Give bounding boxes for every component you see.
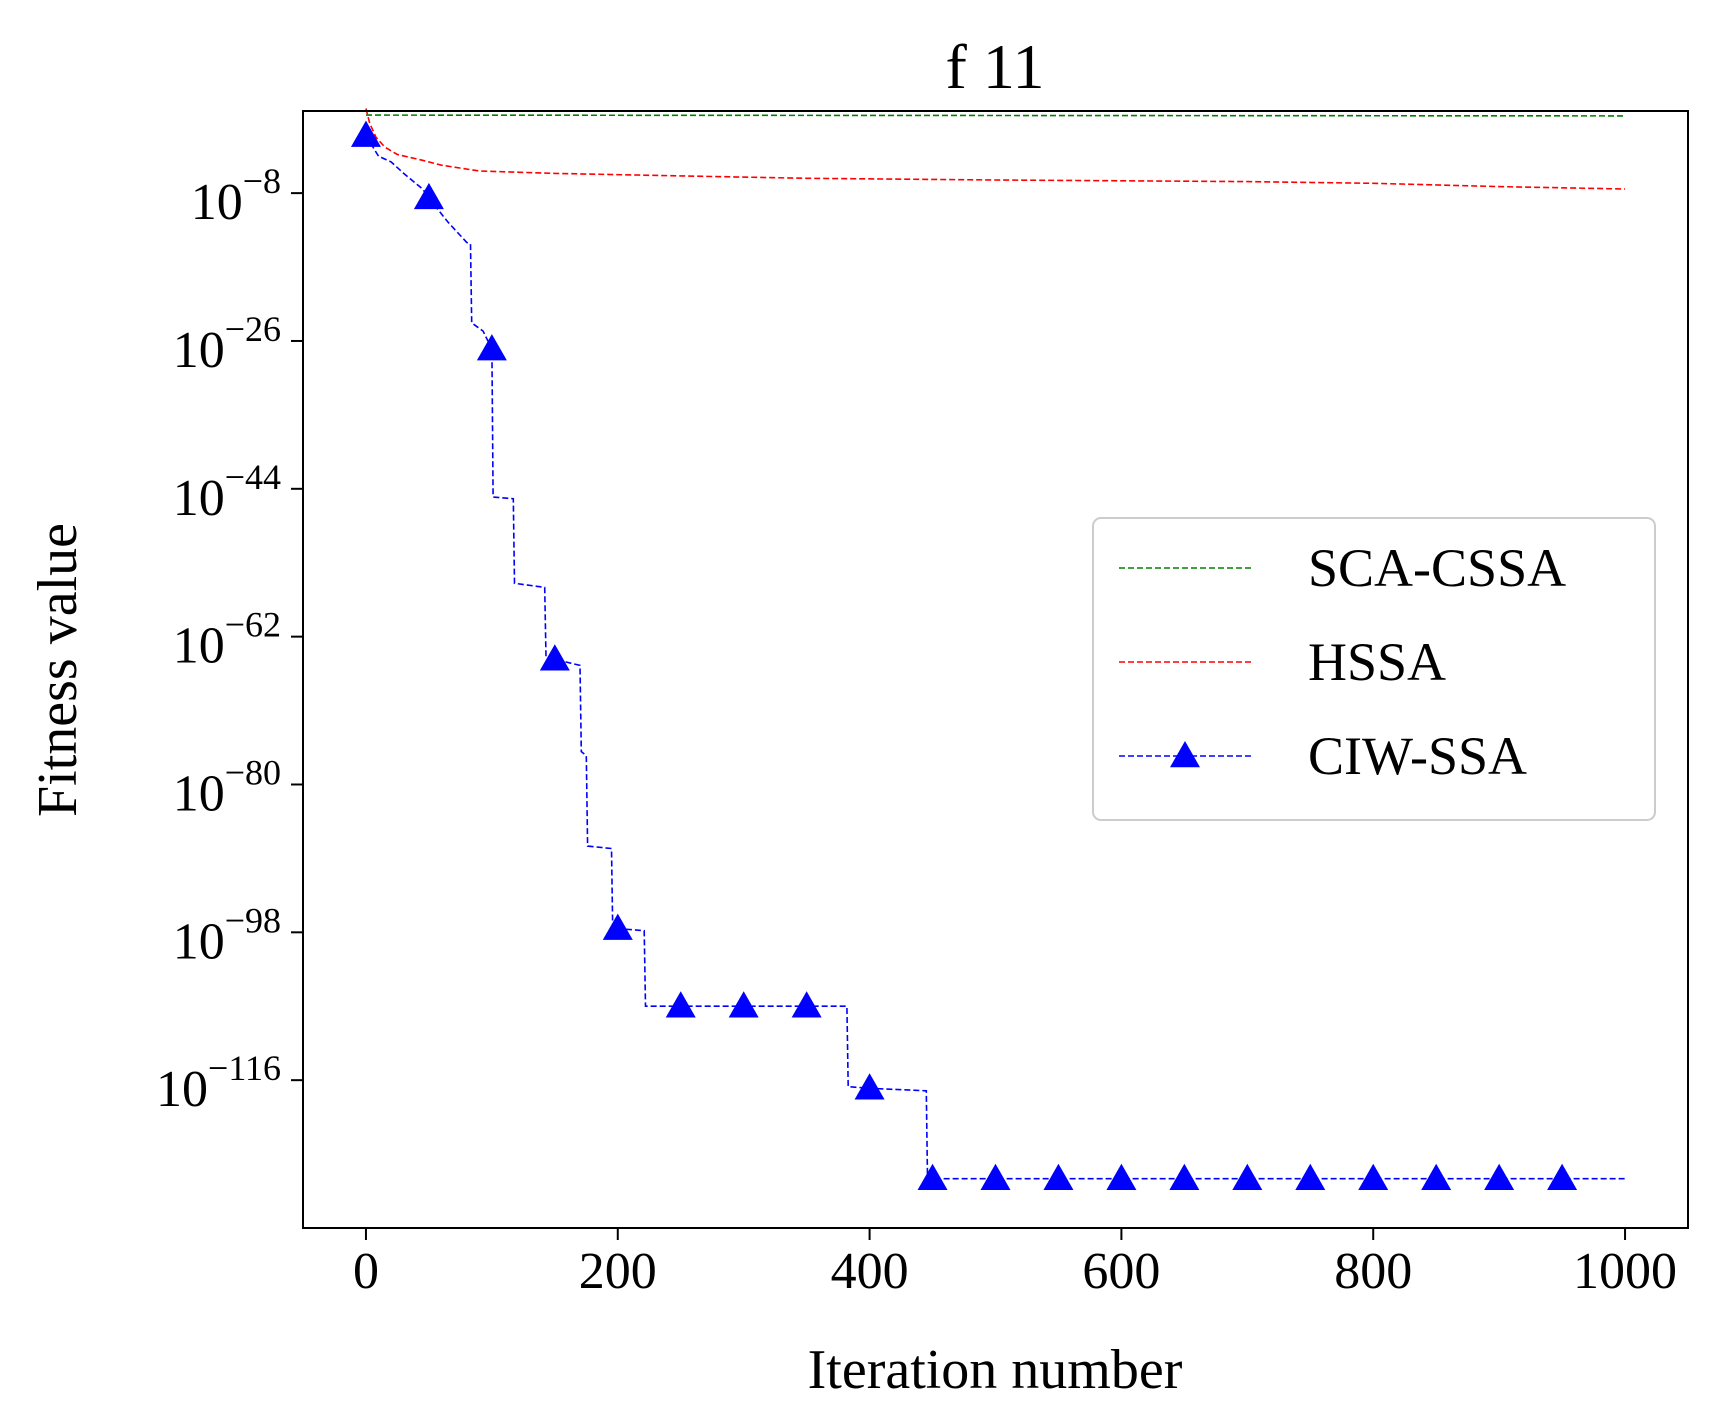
x-tick-label: 800 <box>1334 1243 1412 1300</box>
series-marker-ciw-ssa <box>791 991 822 1018</box>
y-tick-exponent: −26 <box>225 309 281 349</box>
legend-label-ciw-ssa: CIW-SSA <box>1308 726 1527 786</box>
y-tick-exponent: −62 <box>225 605 281 645</box>
x-tick-label: 200 <box>579 1243 657 1300</box>
series-marker-ciw-ssa <box>413 182 444 210</box>
y-tick-label: 10−44 <box>173 457 281 527</box>
series-line-hssa <box>365 108 1626 190</box>
legend-box <box>1092 517 1656 821</box>
plot-lines-layer <box>350 108 1626 1190</box>
y-tick-exponent: −98 <box>225 900 281 940</box>
y-tick-label: 10−26 <box>173 309 281 379</box>
series-marker-ciw-ssa <box>1232 1163 1263 1190</box>
series-marker-ciw-ssa <box>980 1163 1011 1190</box>
y-tick-base: 10 <box>156 1061 208 1118</box>
y-tick-base: 10 <box>173 322 225 379</box>
series-marker-ciw-ssa <box>1547 1163 1578 1190</box>
legend: SCA-CSSA HSSA CIW-SSA <box>1092 517 1656 821</box>
y-tick-exponent: −116 <box>208 1048 281 1088</box>
series-marker-ciw-ssa <box>854 1073 885 1100</box>
series-line-sca-cssa <box>365 114 1626 117</box>
y-tick-base: 10 <box>173 765 225 822</box>
y-tick-exponent: −44 <box>225 457 281 497</box>
series-marker-ciw-ssa <box>728 991 759 1018</box>
y-tick-base: 10 <box>173 470 225 527</box>
series-marker-ciw-ssa <box>1295 1163 1326 1190</box>
series-marker-ciw-ssa <box>917 1163 948 1190</box>
series-marker-ciw-ssa <box>1043 1163 1074 1190</box>
plot-area-frame <box>302 110 1689 1229</box>
legend-marker-ciw-ssa <box>1170 741 1200 768</box>
x-tick-label: 600 <box>1082 1243 1160 1300</box>
series-marker-ciw-ssa <box>1106 1163 1137 1190</box>
series-marker-ciw-ssa <box>1421 1163 1452 1190</box>
series-marker-ciw-ssa <box>1169 1163 1200 1190</box>
ticks-layer: 0 200 400 600 800 100010−810−2610−4410−6210−8… <box>156 161 1677 1300</box>
y-tick-base: 10 <box>173 618 225 675</box>
y-axis-label: Fitness value <box>27 523 89 817</box>
legend-label-sca-cssa: SCA-CSSA <box>1308 538 1566 598</box>
series-marker-ciw-ssa <box>476 334 507 361</box>
y-tick-exponent: −80 <box>225 752 281 792</box>
y-tick-label: 10−98 <box>173 900 281 970</box>
x-tick-label: 400 <box>831 1243 909 1300</box>
y-tick-label: 10−62 <box>173 605 281 675</box>
y-tick-base: 10 <box>191 174 243 231</box>
series-marker-ciw-ssa <box>539 644 570 671</box>
y-tick-label: 10−116 <box>156 1048 281 1118</box>
series-marker-ciw-ssa <box>665 991 696 1018</box>
series-marker-ciw-ssa <box>602 913 633 940</box>
y-tick-base: 10 <box>173 913 225 970</box>
y-tick-label: 10−8 <box>191 161 281 231</box>
x-tick-label: 0 <box>353 1243 379 1300</box>
x-tick-label: 1000 <box>1573 1243 1677 1300</box>
y-tick-label: 10−80 <box>173 752 281 822</box>
x-axis-label: Iteration number <box>808 1339 1183 1401</box>
series-marker-ciw-ssa <box>1358 1163 1389 1190</box>
legend-label-hssa: HSSA <box>1308 632 1446 692</box>
y-tick-exponent: −8 <box>243 161 281 201</box>
chart-title: f 11 <box>946 31 1045 102</box>
series-marker-ciw-ssa <box>1484 1163 1515 1190</box>
series-marker-ciw-ssa <box>350 120 381 147</box>
